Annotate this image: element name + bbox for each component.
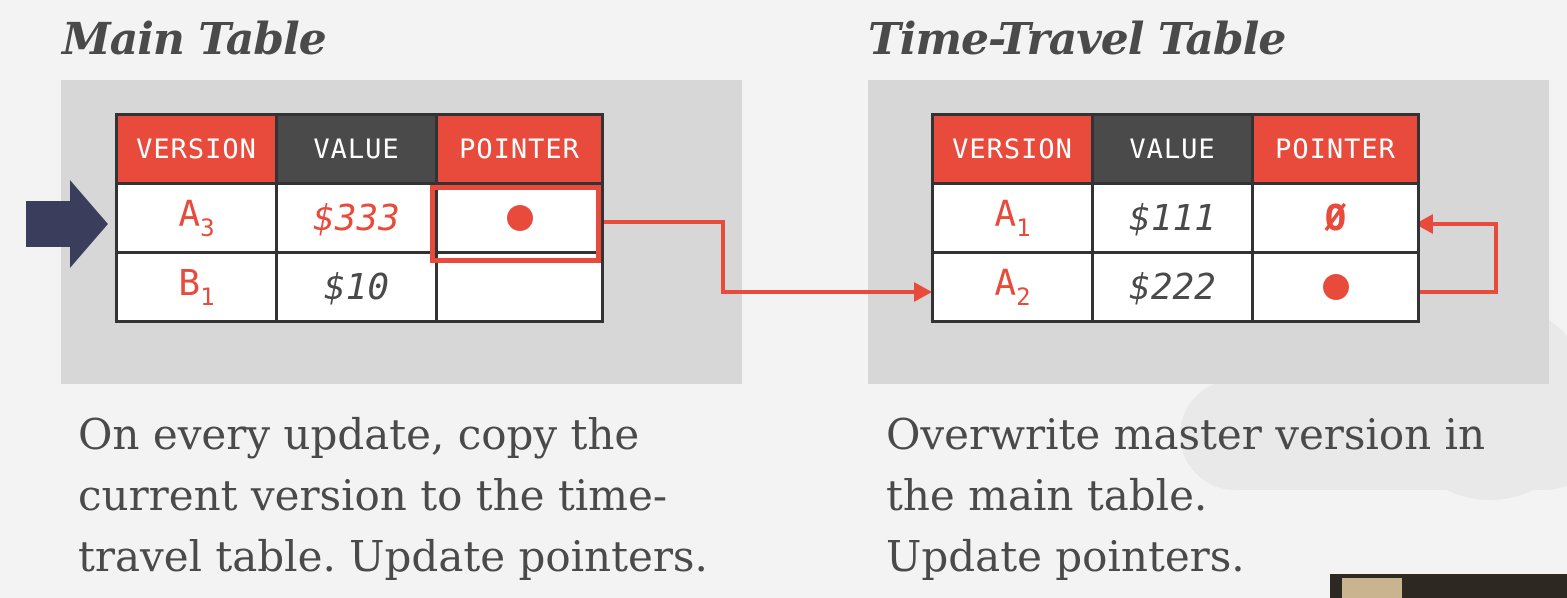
pointer-highlight-box (430, 185, 601, 263)
caption-line: Update pointers. (886, 532, 1245, 581)
table-row: A2 $222 (931, 251, 1420, 323)
column-header-value: VALUE (275, 113, 438, 185)
version-cell: A3 (115, 182, 278, 254)
value-cell: $111 (1091, 182, 1254, 254)
null-pointer-symbol: Ø (1324, 197, 1347, 239)
caption-line: On every update, copy the (78, 410, 640, 459)
main-table-caption: On every update, copy the current versio… (78, 404, 708, 587)
caption-line: the main table. (886, 471, 1208, 520)
time-travel-table-title: Time-Travel Table (868, 14, 1286, 65)
version-cell: A2 (931, 251, 1094, 323)
version-cell: A1 (931, 182, 1094, 254)
time-travel-table: VERSION VALUE POINTER A1 $111 Ø A2 $222 (931, 113, 1420, 323)
column-header-pointer: POINTER (1251, 113, 1420, 185)
pointer-dot-icon (506, 205, 533, 231)
pointer-cell (435, 182, 604, 254)
pointer-dot-icon (1322, 274, 1349, 300)
caption-line: travel table. Update pointers. (78, 532, 708, 581)
column-header-value: VALUE (1091, 113, 1254, 185)
column-header-pointer: POINTER (435, 113, 604, 185)
table-row: B1 $10 (115, 251, 604, 323)
video-thumbnail-highlight (1342, 578, 1402, 598)
table-header-row: VERSION VALUE POINTER (931, 113, 1420, 185)
pointer-cell: Ø (1251, 182, 1420, 254)
main-table: VERSION VALUE POINTER A3 $333 B1 $10 (115, 113, 604, 323)
column-header-version: VERSION (931, 113, 1094, 185)
caption-line: Overwrite master version in (886, 410, 1486, 459)
table-row: A1 $111 Ø (931, 182, 1420, 254)
caption-line: current version to the time- (78, 471, 668, 520)
value-cell: $222 (1091, 251, 1254, 323)
value-cell: $333 (275, 182, 438, 254)
table-row: A3 $333 (115, 182, 604, 254)
pointer-cell (435, 251, 604, 323)
value-cell: $10 (275, 251, 438, 323)
column-header-version: VERSION (115, 113, 278, 185)
time-travel-caption: Overwrite master version in the main tab… (886, 404, 1485, 587)
version-cell: B1 (115, 251, 278, 323)
pointer-cell (1251, 251, 1420, 323)
main-table-title: Main Table (62, 14, 327, 65)
table-header-row: VERSION VALUE POINTER (115, 113, 604, 185)
